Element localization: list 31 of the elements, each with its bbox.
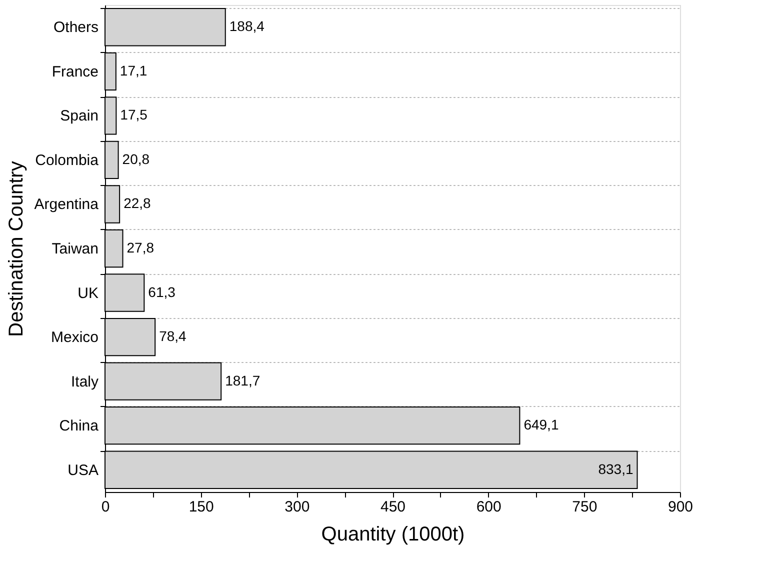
data-label: 181,7 xyxy=(225,372,260,388)
y-tick-label: Italy xyxy=(70,373,99,390)
y-tick-label: Spain xyxy=(60,108,98,125)
y-tick-label: China xyxy=(59,418,100,435)
data-label: 17,1 xyxy=(120,62,148,78)
data-label: 78,4 xyxy=(159,328,187,344)
y-tick-label: Colombia xyxy=(35,152,100,169)
y-tick-label: Others xyxy=(53,19,98,36)
x-axis-title: Quantity (1000t) xyxy=(321,524,465,546)
y-tick-label: UK xyxy=(78,284,98,302)
y-tick-label: USA xyxy=(68,462,98,479)
data-label: 833,1 xyxy=(598,460,634,477)
data-label: 649,1 xyxy=(524,416,559,433)
x-tick-label: 300 xyxy=(284,498,310,516)
y-tick-label: France xyxy=(52,63,98,80)
data-label: 22,8 xyxy=(124,195,152,212)
y-axis-title: Destination Country xyxy=(5,161,28,337)
x-tick-label: 0 xyxy=(101,498,110,516)
x-tick-label: 450 xyxy=(380,498,406,516)
data-label: 188,4 xyxy=(229,18,265,34)
data-label: 61,3 xyxy=(148,284,176,300)
y-tick-label: Taiwan xyxy=(52,240,98,258)
x-tick-label: 750 xyxy=(572,498,598,516)
x-tick-label: 150 xyxy=(188,498,214,516)
data-label: 20,8 xyxy=(122,150,150,167)
x-tick-label: 600 xyxy=(476,498,502,516)
data-label: 17,5 xyxy=(120,106,148,123)
x-tick-label: 900 xyxy=(668,498,694,516)
y-tick-label: Mexico xyxy=(50,329,98,346)
data-label: 27,8 xyxy=(126,240,154,256)
y-tick-label: Argentina xyxy=(34,196,100,214)
